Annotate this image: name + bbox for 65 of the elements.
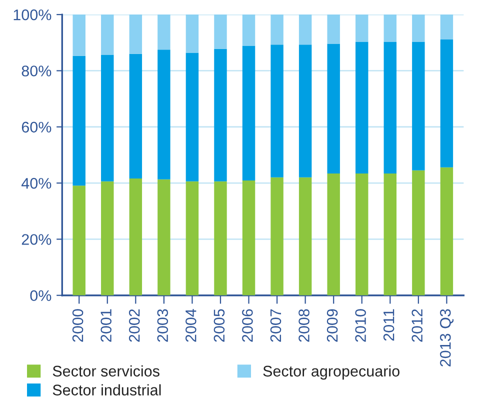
legend-label: Sector industrial (52, 384, 161, 396)
x-tick-label: 2009 (326, 309, 338, 342)
legend-label: Sector servicios (52, 365, 160, 377)
bar (298, 44, 312, 178)
bar (101, 54, 114, 182)
x-tick-label: 2004 (185, 309, 196, 342)
x-tick-label: 2002 (128, 309, 140, 342)
bar (327, 173, 340, 296)
bar (327, 14, 340, 44)
bar (327, 44, 340, 174)
x-tick-label: 2000 (72, 309, 84, 342)
y-tick-label: 20% (22, 234, 52, 245)
x-tick-label: 2012 (412, 309, 423, 342)
bar (356, 14, 368, 42)
bar (129, 54, 142, 179)
bar (440, 40, 454, 168)
bar (186, 52, 199, 182)
y-tick-label: 100% (14, 9, 52, 20)
bar (412, 170, 425, 296)
x-tick-label: 2011 (383, 309, 394, 341)
bar (158, 179, 170, 296)
bar (270, 44, 284, 178)
bar (384, 173, 397, 296)
bar (384, 42, 397, 174)
bar (186, 14, 199, 53)
bar (440, 167, 454, 296)
x-tick-label: 2013 Q3 (440, 309, 454, 366)
bar (72, 56, 86, 186)
bar (214, 48, 227, 182)
y-tick-label: 40% (21, 178, 52, 189)
bar (214, 14, 227, 49)
bar (214, 181, 227, 296)
bar (298, 14, 312, 45)
bar (356, 42, 368, 174)
x-tick-label: 2007 (270, 309, 282, 342)
bar (384, 14, 397, 42)
bar (412, 42, 425, 170)
bar (242, 180, 256, 296)
bar (158, 50, 170, 180)
bar (356, 173, 368, 296)
bar (158, 14, 170, 50)
x-tick-label: 2006 (242, 309, 253, 342)
bar (186, 181, 199, 296)
x-tick-label: 2005 (214, 309, 225, 342)
bar (72, 186, 86, 296)
legend-label: Sector agropecuario (263, 365, 400, 380)
bar (412, 14, 425, 42)
bar (72, 14, 86, 56)
bar (129, 14, 142, 54)
bar (242, 46, 256, 181)
bar (101, 14, 114, 55)
bar (242, 14, 256, 46)
bar (298, 177, 312, 296)
bar (129, 178, 142, 296)
y-tick-label: 60% (22, 122, 52, 133)
x-tick-label: 2008 (298, 309, 310, 342)
bar (270, 14, 284, 45)
x-tick-label: 2003 (157, 309, 168, 342)
bar (101, 181, 114, 296)
bar (440, 14, 454, 40)
y-tick-label: 80% (22, 66, 52, 76)
bar (270, 177, 284, 296)
x-tick-label: 2001 (100, 309, 112, 342)
x-tick-label: 2010 (355, 309, 366, 342)
y-tick-label: 0% (30, 290, 52, 302)
